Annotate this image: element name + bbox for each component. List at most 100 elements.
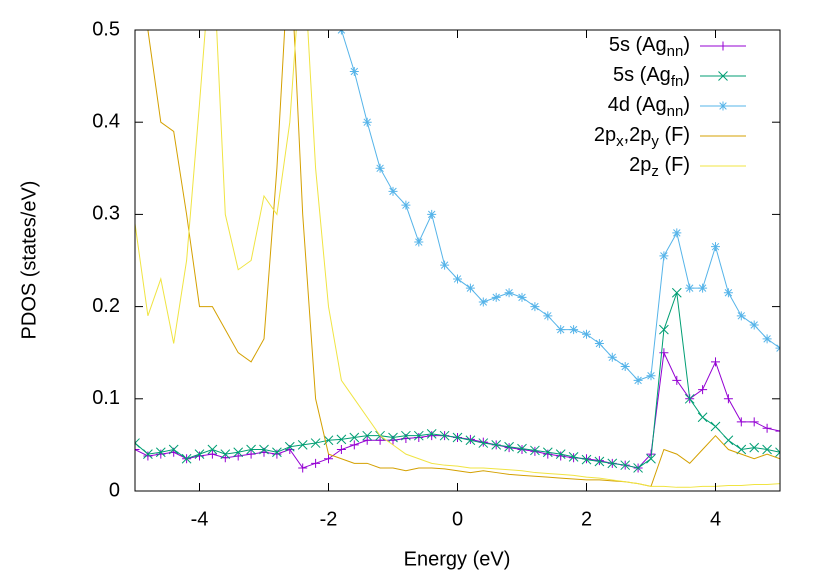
- marker: [543, 449, 553, 459]
- marker: [762, 334, 772, 344]
- marker: [143, 449, 153, 459]
- marker: [298, 463, 308, 473]
- marker: [633, 463, 643, 473]
- y-tick-label: 0.3: [92, 203, 120, 225]
- marker: [259, 444, 269, 455]
- legend-marker: [718, 71, 728, 81]
- marker: [465, 435, 476, 446]
- marker: [388, 186, 398, 196]
- marker: [556, 325, 566, 335]
- x-tick-label: -2: [320, 508, 338, 530]
- marker: [155, 447, 166, 458]
- marker: [310, 438, 321, 448]
- legend-label: 5s (Agfn): [613, 64, 690, 90]
- marker: [195, 451, 204, 461]
- marker: [569, 325, 579, 335]
- marker: [749, 417, 759, 427]
- marker: [542, 447, 553, 458]
- marker: [517, 443, 527, 454]
- marker: [478, 297, 488, 307]
- marker: [272, 447, 282, 458]
- marker: [723, 288, 733, 298]
- marker: [646, 371, 656, 381]
- marker: [530, 302, 540, 312]
- marker: [556, 451, 566, 461]
- marker: [723, 435, 734, 446]
- marker: [143, 451, 153, 461]
- marker: [762, 444, 772, 455]
- marker: [413, 430, 424, 441]
- marker: [620, 460, 631, 471]
- marker: [246, 449, 256, 459]
- marker: [697, 412, 708, 423]
- marker: [736, 444, 747, 455]
- marker: [555, 449, 566, 459]
- marker: [684, 393, 695, 404]
- x-axis-label: Energy (eV): [404, 548, 511, 570]
- marker: [156, 449, 166, 459]
- marker: [671, 287, 682, 298]
- marker: [646, 453, 656, 464]
- marker: [401, 200, 411, 210]
- marker: [607, 352, 617, 362]
- series-line: [135, 30, 780, 488]
- marker: [659, 348, 669, 358]
- marker: [672, 228, 682, 238]
- marker: [426, 428, 437, 439]
- series-line: [135, 350, 780, 469]
- y-tick-label: 0: [109, 479, 120, 501]
- marker: [427, 209, 437, 219]
- marker: [220, 449, 231, 459]
- marker: [491, 292, 501, 302]
- marker: [362, 117, 372, 127]
- marker: [749, 442, 760, 453]
- y-tick-label: 0.2: [92, 295, 120, 317]
- marker: [168, 444, 179, 455]
- y-axis-label: PDOS (states/eV): [18, 181, 40, 340]
- marker: [349, 440, 359, 450]
- marker: [478, 438, 489, 448]
- legend-label: 2pz (F): [629, 154, 690, 180]
- x-tick-label: 2: [581, 508, 592, 530]
- y-tick-label: 0.1: [92, 387, 120, 409]
- marker: [685, 283, 695, 293]
- marker: [594, 456, 605, 467]
- marker: [207, 444, 218, 455]
- marker: [181, 453, 192, 464]
- x-tick-label: 4: [710, 508, 721, 530]
- marker: [349, 432, 360, 443]
- marker: [504, 288, 514, 298]
- marker: [711, 357, 720, 367]
- marker: [272, 449, 282, 459]
- series-line: [147, 30, 780, 487]
- marker: [762, 423, 772, 433]
- marker: [775, 426, 780, 436]
- legend-label: 4d (Agnn): [608, 94, 690, 120]
- marker: [401, 430, 411, 441]
- marker: [504, 441, 514, 452]
- marker: [233, 447, 244, 458]
- marker: [246, 444, 256, 455]
- x-tick-label: -4: [191, 508, 209, 530]
- marker: [594, 338, 604, 348]
- marker: [633, 375, 643, 385]
- marker: [607, 458, 618, 469]
- marker: [452, 432, 463, 443]
- marker: [336, 445, 346, 455]
- marker: [620, 362, 630, 372]
- marker: [135, 438, 140, 448]
- marker: [711, 242, 720, 252]
- marker: [207, 449, 217, 459]
- marker: [723, 394, 733, 404]
- marker: [440, 260, 450, 270]
- marker: [543, 311, 553, 321]
- y-tick-label: 0.5: [92, 18, 120, 40]
- marker: [698, 283, 708, 293]
- marker: [362, 435, 372, 445]
- marker: [414, 237, 424, 247]
- marker: [491, 440, 502, 450]
- legend-marker: [718, 101, 728, 111]
- marker: [362, 430, 373, 441]
- marker: [465, 283, 475, 293]
- plot-area: [135, 30, 780, 488]
